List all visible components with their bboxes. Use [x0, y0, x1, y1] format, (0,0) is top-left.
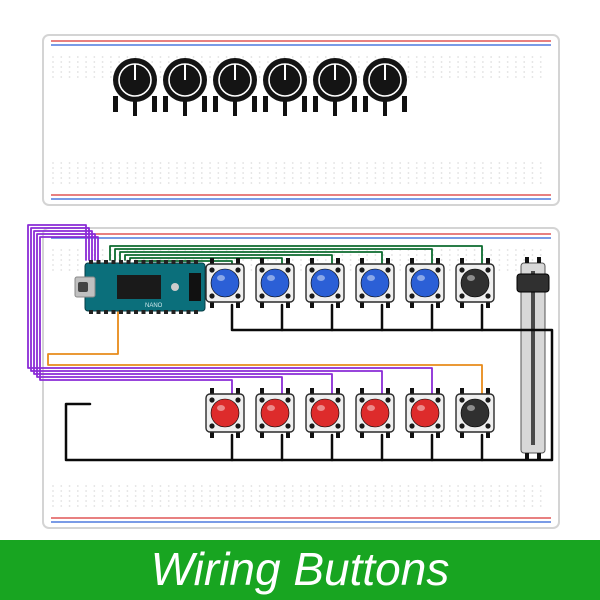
tactile-button: [356, 258, 394, 308]
arduino-nano: NANO: [75, 260, 205, 314]
tactile-button: [256, 388, 294, 438]
tactile-button: [306, 388, 344, 438]
tactile-button: [406, 258, 444, 308]
tactile-button: [206, 258, 244, 308]
tactile-button: [206, 388, 244, 438]
wiring-diagram: NANO Wiring Buttons: [0, 0, 600, 600]
breadboard: [43, 35, 559, 205]
tactile-button: [406, 388, 444, 438]
arduino-label: NANO: [145, 303, 163, 309]
title-banner: Wiring Buttons: [0, 540, 600, 600]
title-text: Wiring Buttons: [151, 543, 450, 595]
tactile-button: [356, 388, 394, 438]
tactile-button: [456, 388, 494, 438]
slide-potentiometer: [517, 257, 549, 459]
tactile-button: [256, 258, 294, 308]
tactile-button: [306, 258, 344, 308]
tactile-button: [456, 258, 494, 308]
